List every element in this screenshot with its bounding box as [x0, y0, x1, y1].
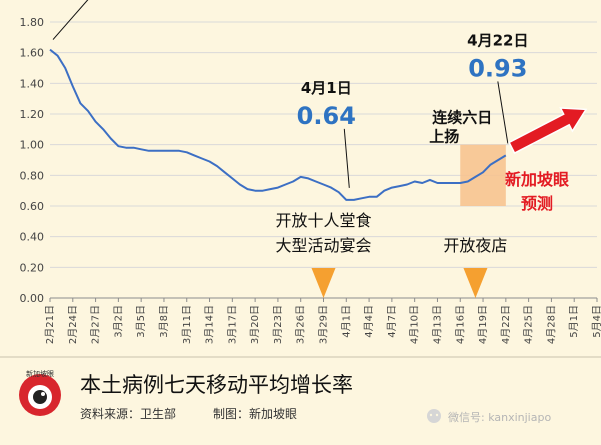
x-tick-label: 4月19日 — [477, 305, 489, 344]
source-text: 资料来源：卫生部 — [80, 406, 176, 421]
y-tick-label: 0.80 — [20, 169, 45, 182]
y-tick-label: 1.20 — [20, 108, 45, 121]
x-tick-label: 5月4日 — [591, 305, 601, 338]
event-label-line1: 开放十人堂食 — [275, 211, 371, 230]
logo: 新加坡眼 — [19, 369, 61, 416]
forecast-arrow — [508, 107, 588, 155]
wechat-icon-eye-right — [435, 413, 439, 417]
logo-pupil — [33, 390, 47, 404]
x-tick-label: 4月13日 — [431, 305, 443, 344]
x-tick-label: 3月11日 — [181, 305, 193, 344]
x-tick-label: 3月5日 — [135, 305, 147, 338]
y-tick-label: 1.00 — [20, 139, 45, 152]
annotation-value: 0.64 — [297, 102, 356, 130]
annotation-date: 4月1日 — [301, 79, 352, 97]
x-tick-label: 3月17日 — [226, 305, 238, 344]
y-tick-label: 1.80 — [20, 16, 45, 29]
annotation-date: 4月22日 — [467, 31, 528, 49]
event-label-line1: 开放夜店 — [443, 236, 507, 255]
event-marker — [463, 268, 488, 298]
x-tick-label: 2月21日 — [44, 305, 56, 344]
y-tick-label: 0.40 — [20, 231, 45, 244]
x-tick-label: 4月28日 — [545, 305, 557, 344]
forecast-label-line1: 新加坡眼 — [505, 170, 569, 189]
x-tick-label: 5月1日 — [568, 305, 580, 338]
highlight-label-line2: 上扬 — [429, 128, 459, 146]
x-tick-label: 3月26日 — [295, 305, 307, 344]
x-tick-label: 4月16日 — [454, 305, 466, 344]
event-marker — [311, 268, 336, 298]
x-tick-label: 4月25日 — [523, 305, 535, 344]
y-tick-label: 0.60 — [20, 200, 45, 213]
y-tick-label: 1.60 — [20, 47, 45, 60]
event-label-line2: 大型活动宴会 — [275, 236, 371, 255]
series-layer — [49, 48, 507, 201]
x-tick-label: 4月10日 — [409, 305, 421, 344]
x-axis: 2月21日 2月24日 2月27日 3月2日 3月5日 3月8日 3月11日 3月14日 3月1… — [44, 298, 601, 344]
y-tick-label: 0.00 — [20, 292, 45, 305]
annotation-value: 0.93 — [468, 54, 527, 82]
highlight-box — [460, 144, 506, 206]
x-tick-label: 2月24日 — [67, 305, 79, 344]
x-tick-label: 3月29日 — [318, 305, 330, 344]
y-tick-label: 0.20 — [20, 261, 45, 274]
highlight-label-line1: 连续六日 — [432, 109, 492, 127]
series-line — [49, 48, 507, 201]
wechat-id: 微信号: kanxinjiapo — [448, 410, 551, 424]
x-tick-label: 4月1日 — [340, 305, 352, 338]
x-tick-label: 3月23日 — [272, 305, 284, 344]
chart-title: 本土病例七天移动平均增长率 — [80, 373, 353, 397]
x-tick-label: 3月14日 — [204, 305, 216, 344]
annotation-leader — [52, 0, 89, 40]
x-tick-label: 3月20日 — [249, 305, 261, 344]
annotation-leader — [343, 128, 350, 188]
logo-glint — [41, 392, 45, 396]
maker-text: 制图：新加坡眼 — [213, 406, 297, 421]
x-tick-label: 4月7日 — [386, 305, 398, 338]
y-axis: 0.00 0.20 0.40 0.60 0.80 1.00 1.20 1.40 1.60 1.80 — [20, 16, 45, 305]
forecast-label-line2: 预测 — [521, 194, 553, 213]
wechat-icon-eye-left — [429, 413, 433, 417]
wechat-badge: 微信号: kanxinjiapo — [427, 409, 551, 424]
x-tick-label: 3月2日 — [112, 305, 124, 338]
logo-text: 新加坡眼 — [26, 369, 54, 378]
x-tick-label: 4月22日 — [500, 305, 512, 344]
wechat-icon — [427, 409, 441, 423]
x-tick-label: 3月8日 — [158, 305, 170, 338]
x-tick-label: 2月27日 — [90, 305, 102, 344]
x-tick-label: 4月4日 — [363, 305, 375, 338]
annotation-leader — [497, 81, 509, 144]
y-tick-label: 1.40 — [20, 77, 45, 90]
